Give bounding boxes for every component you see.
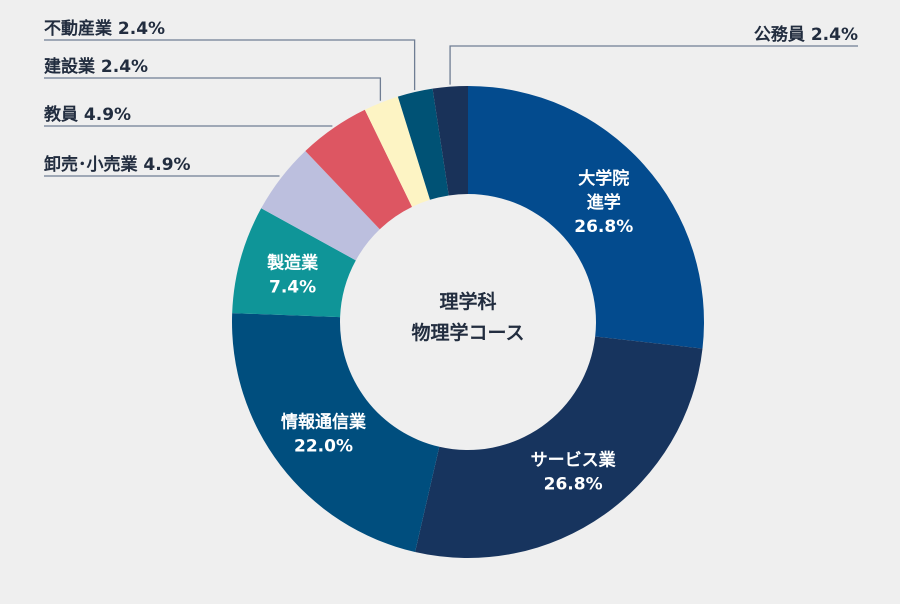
callout-label-7: 不動産業 2.4% — [44, 18, 165, 39]
slice-label-0-line0: 大学院 — [578, 168, 629, 189]
donut-slices — [231, 86, 704, 558]
callout-label-4: 卸売･小売業 4.9% — [44, 154, 191, 175]
slice-label-2-line0: 情報通信業 — [281, 412, 366, 433]
slice-label-3-line1: 7.4% — [269, 277, 316, 297]
slice-label-0-line1: 進学 — [587, 192, 621, 213]
callout-label-8: 公務員 2.4% — [754, 24, 858, 45]
slice-7 — [397, 88, 449, 200]
slice-label-3-line0: 製造業 — [266, 252, 318, 273]
callout-line-8 — [449, 45, 858, 85]
slice-label-2-line1: 22.0% — [294, 437, 353, 457]
slice-4 — [261, 150, 380, 261]
callout-line-7 — [44, 39, 416, 91]
callout-label-6: 建設業 2.4% — [44, 56, 148, 77]
callout-line-6 — [44, 77, 382, 101]
slice-label-1-line1: 26.8% — [544, 475, 603, 495]
slice-0 — [468, 86, 704, 349]
slice-1 — [415, 336, 703, 558]
slice-3 — [232, 208, 356, 318]
slice-label-1-line0: サービス業 — [531, 450, 616, 471]
slice-2 — [231, 313, 440, 552]
callout-lines — [44, 39, 858, 177]
slice-6 — [364, 96, 430, 207]
slice-8 — [432, 86, 468, 196]
callout-label-5: 教員 4.9% — [43, 104, 131, 125]
center-title-line2: 物理学コース — [411, 321, 524, 344]
slice-5 — [305, 109, 413, 230]
slice-label-0-line2: 26.8% — [574, 217, 633, 237]
center-title-line1: 理学科 — [439, 290, 496, 313]
